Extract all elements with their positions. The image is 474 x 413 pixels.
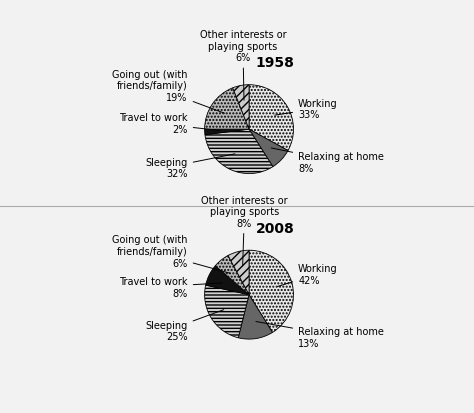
- Wedge shape: [228, 251, 249, 295]
- Text: Sleeping
25%: Sleeping 25%: [146, 310, 224, 342]
- Text: Other interests or
playing sports
8%: Other interests or playing sports 8%: [201, 195, 288, 266]
- Wedge shape: [249, 85, 293, 151]
- Text: Working
42%: Working 42%: [277, 263, 337, 287]
- Wedge shape: [249, 130, 288, 167]
- Wedge shape: [249, 251, 293, 332]
- Wedge shape: [215, 256, 249, 295]
- Wedge shape: [206, 266, 249, 295]
- Text: Working
33%: Working 33%: [275, 98, 337, 120]
- Wedge shape: [205, 285, 249, 338]
- Text: 2008: 2008: [256, 221, 294, 235]
- Text: Travel to work
2%: Travel to work 2%: [119, 113, 219, 135]
- Text: Going out (with
friends/family)
19%: Going out (with friends/family) 19%: [112, 70, 224, 114]
- Text: Going out (with
friends/family)
6%: Going out (with friends/family) 6%: [112, 235, 230, 273]
- Text: Travel to work
8%: Travel to work 8%: [119, 277, 222, 298]
- Text: Relaxing at home
13%: Relaxing at home 13%: [256, 322, 384, 348]
- Wedge shape: [238, 295, 273, 339]
- Text: Relaxing at home
8%: Relaxing at home 8%: [271, 149, 384, 173]
- Text: Sleeping
32%: Sleeping 32%: [146, 154, 235, 179]
- Text: Other interests or
playing sports
6%: Other interests or playing sports 6%: [200, 30, 286, 101]
- Text: 1958: 1958: [255, 56, 294, 70]
- Wedge shape: [205, 130, 273, 174]
- Wedge shape: [205, 130, 249, 135]
- Wedge shape: [233, 85, 249, 130]
- Wedge shape: [205, 89, 249, 130]
